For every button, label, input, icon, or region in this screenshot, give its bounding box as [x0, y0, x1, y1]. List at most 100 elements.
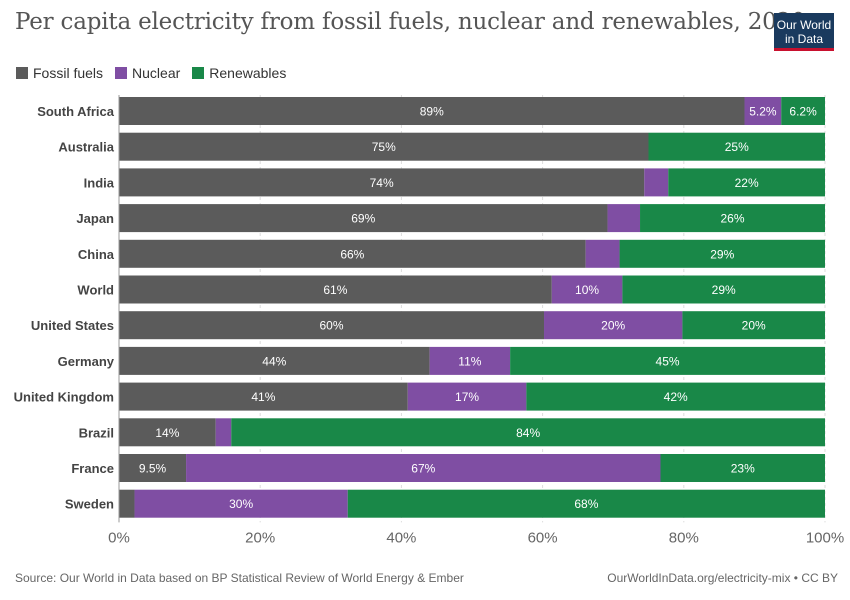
bar-segment [119, 382, 408, 411]
source-url[interactable]: OurWorldInData.org/electricity-mix • CC … [607, 571, 838, 585]
x-tick-label: 100% [806, 529, 844, 546]
category-label: South Africa [37, 104, 115, 119]
legend-label-fossil: Fossil fuels [33, 65, 104, 81]
x-tick-label: 40% [386, 529, 416, 546]
bar-segment [607, 204, 641, 233]
bar-segment [119, 97, 745, 125]
legend-label-renewables: Renewables [209, 65, 287, 81]
bar-segment [526, 382, 825, 411]
data-label: 68% [574, 497, 598, 511]
bar-segment [544, 311, 683, 340]
bar-segment [668, 168, 825, 197]
bar-segment [119, 346, 430, 375]
bar-segment [619, 239, 825, 268]
x-tick-label: 80% [669, 529, 699, 546]
bar-segment [119, 418, 216, 447]
bar-segment [551, 275, 623, 304]
category-label: Germany [58, 354, 115, 369]
data-label: 89% [420, 105, 444, 119]
category-label: India [84, 175, 115, 190]
data-label: 84% [516, 426, 540, 440]
logo-line-1: Our World [776, 17, 832, 32]
bar-segment [119, 311, 545, 340]
data-label: 10% [575, 283, 599, 297]
data-label: 45% [656, 354, 680, 368]
owid-logo[interactable]: Our World in Data [774, 13, 834, 51]
bar-segment [119, 275, 552, 304]
bar-segment [119, 239, 586, 268]
data-label: 61% [323, 283, 347, 297]
bar-segment [682, 311, 825, 340]
category-label: Japan [76, 211, 114, 226]
bar-segment [648, 132, 825, 161]
source-note: Source: Our World in Data based on BP St… [15, 571, 464, 585]
data-label: 44% [262, 354, 286, 368]
data-label: 20% [601, 319, 625, 333]
category-label: China [78, 247, 115, 262]
bar-segment [622, 275, 825, 304]
bar-segment [429, 346, 511, 375]
x-tick-label: 60% [528, 529, 558, 546]
data-label: 9.5% [139, 462, 167, 476]
data-label: 60% [319, 319, 343, 333]
data-label: 25% [725, 140, 749, 154]
legend-item-renewables[interactable]: Renewables [192, 65, 286, 81]
bar-segment [231, 418, 825, 447]
bar-segment [119, 168, 645, 197]
bar-segment [215, 418, 232, 447]
logo-line-2: in Data [784, 31, 824, 46]
data-label: 66% [340, 247, 364, 261]
category-label: Sweden [65, 497, 114, 512]
data-label: 22% [735, 176, 759, 190]
data-label: 26% [720, 212, 744, 226]
bar-segment [134, 489, 348, 518]
data-label: 74% [370, 176, 394, 190]
bar-segment [119, 454, 187, 482]
data-label: 75% [372, 140, 396, 154]
category-label: Brazil [79, 425, 114, 440]
bar-segment [744, 97, 782, 125]
data-label: 5.2% [749, 105, 777, 119]
data-label: 67% [411, 462, 435, 476]
data-label: 14% [155, 426, 179, 440]
data-label: 29% [710, 247, 734, 261]
data-label: 30% [229, 497, 253, 511]
category-label: Australia [58, 140, 114, 155]
data-label: 11% [458, 354, 481, 368]
data-label: 20% [742, 319, 766, 333]
bar-segment [119, 204, 608, 233]
bar-segment [186, 454, 661, 482]
data-label: 6.2% [789, 105, 817, 119]
legend-swatch-fossil [16, 67, 28, 79]
legend-swatch-renewables [192, 67, 205, 79]
x-tick-label: 20% [245, 529, 275, 546]
legend-swatch-nuclear [115, 67, 128, 79]
data-label: 17% [455, 390, 479, 404]
data-label: 42% [664, 390, 688, 404]
bar-segment [781, 97, 825, 125]
category-label: United Kingdom [14, 390, 114, 405]
legend-item-nuclear[interactable]: Nuclear [115, 65, 180, 81]
legend: Fossil fuels Nuclear Renewables [16, 65, 286, 81]
category-label: World [77, 283, 114, 298]
bar-segment [585, 239, 620, 268]
bar-segment [347, 489, 825, 518]
category-label: France [71, 461, 114, 476]
bar-segment [640, 204, 825, 233]
data-label: 69% [351, 212, 375, 226]
x-tick-label: 0% [108, 529, 130, 546]
legend-item-fossil[interactable]: Fossil fuels [16, 65, 103, 81]
category-label: United States [31, 318, 114, 333]
data-label: 23% [731, 462, 755, 476]
chart-title: Per capita electricity from fossil fuels… [15, 9, 806, 35]
bar-segment [644, 168, 669, 197]
bar-segment [119, 489, 135, 518]
legend-label-nuclear: Nuclear [132, 65, 181, 81]
data-label: 29% [712, 283, 736, 297]
bar-segment [660, 454, 825, 482]
bar-segment [510, 346, 825, 375]
data-label: 41% [251, 390, 275, 404]
bar-segment [119, 132, 649, 161]
bar-segment [407, 382, 527, 411]
